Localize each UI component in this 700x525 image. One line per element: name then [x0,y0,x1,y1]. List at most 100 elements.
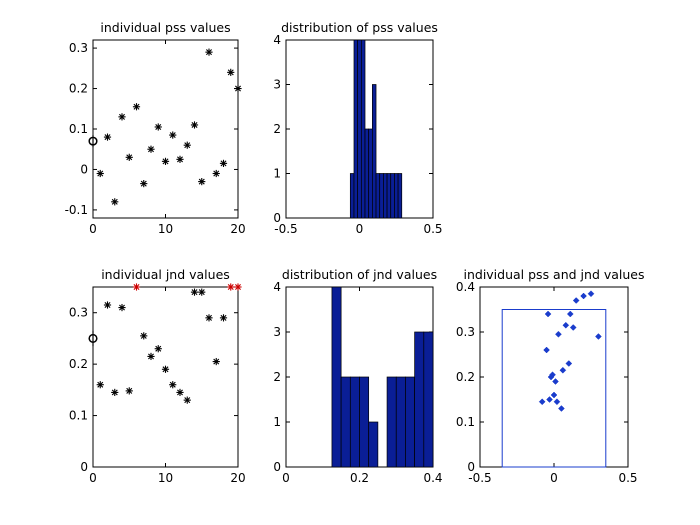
pss-jnd-scatter-point [572,297,580,304]
jnd-scatter-point [198,288,206,296]
pss-scatter-xtick-label: 20 [230,222,245,236]
jnd-scatter-point [169,381,177,389]
jnd-scatter-outlier-point [234,283,242,291]
pss-jnd-scatter-title: individual pss and jnd values [463,267,644,282]
pss-jnd-scatter-point [569,324,577,331]
pss-hist-ytick-label: 1 [273,167,281,181]
pss-scatter-point [205,48,213,56]
pss-scatter-point [132,103,141,111]
pss-jnd-scatter-point [595,333,602,340]
pss-jnd-scatter-point [538,398,546,406]
pss-scatter-point [176,155,184,163]
jnd-hist-xtick-label: 0 [282,471,290,485]
pss-scatter-point [234,84,242,93]
pss-scatter-point [190,121,199,129]
pss-scatter-ytick-label: 0.3 [69,41,88,55]
jnd-scatter-point [154,345,162,353]
pss-scatter-point [140,180,148,188]
pss-scatter-ytick-label: 0 [80,162,88,176]
jnd-hist-bar [359,376,370,468]
pss-hist-ytick-label: 3 [273,78,281,92]
jnd-hist-bar [405,376,415,468]
jnd-scatter-xtick-label: 0 [89,471,97,485]
pss-hist-bar [383,173,388,219]
jnd-scatter-ytick-label: 0 [80,460,88,474]
pss-scatter-point [111,198,119,206]
pss-jnd-scatter-point [587,290,595,298]
pss-scatter-point [96,169,104,178]
pss-scatter-point [147,145,155,153]
pss-jnd-scatter-xtick-label: 0 [550,471,558,485]
pss-jnd-scatter-point [558,405,565,412]
jnd-scatter-point [147,352,155,361]
pss-jnd-scatter-xtick-label: -0.5 [468,471,491,485]
pss-scatter-ytick-label: 0.2 [69,82,88,96]
jnd-scatter-mean-marker [88,333,98,343]
jnd-scatter-ytick-label: 0.2 [69,357,88,371]
jnd-scatter-point [205,314,213,322]
jnd-hist-bar [386,376,397,468]
pss-jnd-scatter-xtick-label: 0.5 [618,471,637,485]
pss-hist-ytick-label: 2 [273,122,281,136]
pss-jnd-scatter-point [562,321,570,329]
pss-jnd-scatter-ytick-label: 0.4 [456,280,475,294]
jnd-scatter-xtick-label: 20 [230,471,245,485]
jnd-scatter-point [183,396,191,404]
pss-hist-ytick-label: 0 [273,211,281,225]
jnd-hist-bar [423,331,434,468]
pss-scatter-point [125,153,133,161]
jnd-hist-xtick-label: 0.4 [423,471,442,485]
jnd-scatter-ytick-label: 0.1 [69,409,88,423]
pss-jnd-scatter-window-rect [501,309,607,468]
jnd-scatter-point [212,357,220,366]
jnd-scatter-point [176,388,184,397]
jnd-scatter-point [140,332,148,340]
jnd-hist-chart: distribution of jnd values 0 0.2 0.4 0 1 2 3 4 [273,267,442,485]
jnd-scatter-point [219,314,228,322]
pss-hist-bar [379,173,384,219]
pss-jnd-scatter-point [559,366,567,374]
pss-scatter-point [103,133,112,141]
pss-scatter-point [169,131,177,139]
pss-jnd-scatter-ytick-label: 0.1 [456,415,475,429]
jnd-scatter-point [96,381,104,389]
pss-hist-title: distribution of pss values [281,20,438,35]
pss-scatter-xtick-label: 10 [158,222,173,236]
jnd-scatter-point [190,288,199,296]
pss-hist-bar [360,39,366,219]
pss-hist-bar [364,128,370,219]
pss-jnd-scatter-point [552,378,559,385]
pss-scatter-ytick-label: 0.1 [69,122,88,136]
pss-scatter-point [161,157,170,165]
pss-scatter-title: individual pss values [100,20,230,35]
pss-hist-xtick-label: 0 [356,222,364,236]
pss-hist-bar [353,39,359,219]
jnd-scatter-point [118,303,126,312]
pss-jnd-scatter-point [555,330,562,338]
jnd-hist-ytick-label: 3 [273,325,281,339]
pss-jnd-scatter-ytick-label: 0 [467,460,475,474]
jnd-hist-ytick-label: 0 [273,460,281,474]
jnd-scatter-axes-box [92,286,239,468]
jnd-hist-bar [331,286,342,468]
pss-scatter-mean-marker [88,136,98,146]
pss-jnd-scatter-point [565,360,573,367]
jnd-hist-bar [340,376,351,468]
pss-scatter-axes-box [92,39,239,219]
pss-jnd-scatter-ytick-label: 0.2 [456,370,475,384]
jnd-scatter-ytick-label: 0.3 [69,306,88,320]
jnd-hist-title: distribution of jnd values [282,267,437,282]
jnd-scatter-outlier-point [132,283,141,291]
jnd-hist-ytick-label: 1 [273,415,281,429]
jnd-scatter-point [103,301,112,309]
pss-hist-bar [357,39,362,219]
jnd-hist-ytick-label: 2 [273,370,281,384]
pss-jnd-scatter-point [549,371,556,379]
pss-hist-bar [394,173,399,219]
pss-hist-bar [349,173,355,219]
jnd-scatter-point [111,388,119,397]
pss-jnd-scatter-ytick-label: 0.3 [456,325,475,339]
pss-scatter-point [198,177,206,186]
